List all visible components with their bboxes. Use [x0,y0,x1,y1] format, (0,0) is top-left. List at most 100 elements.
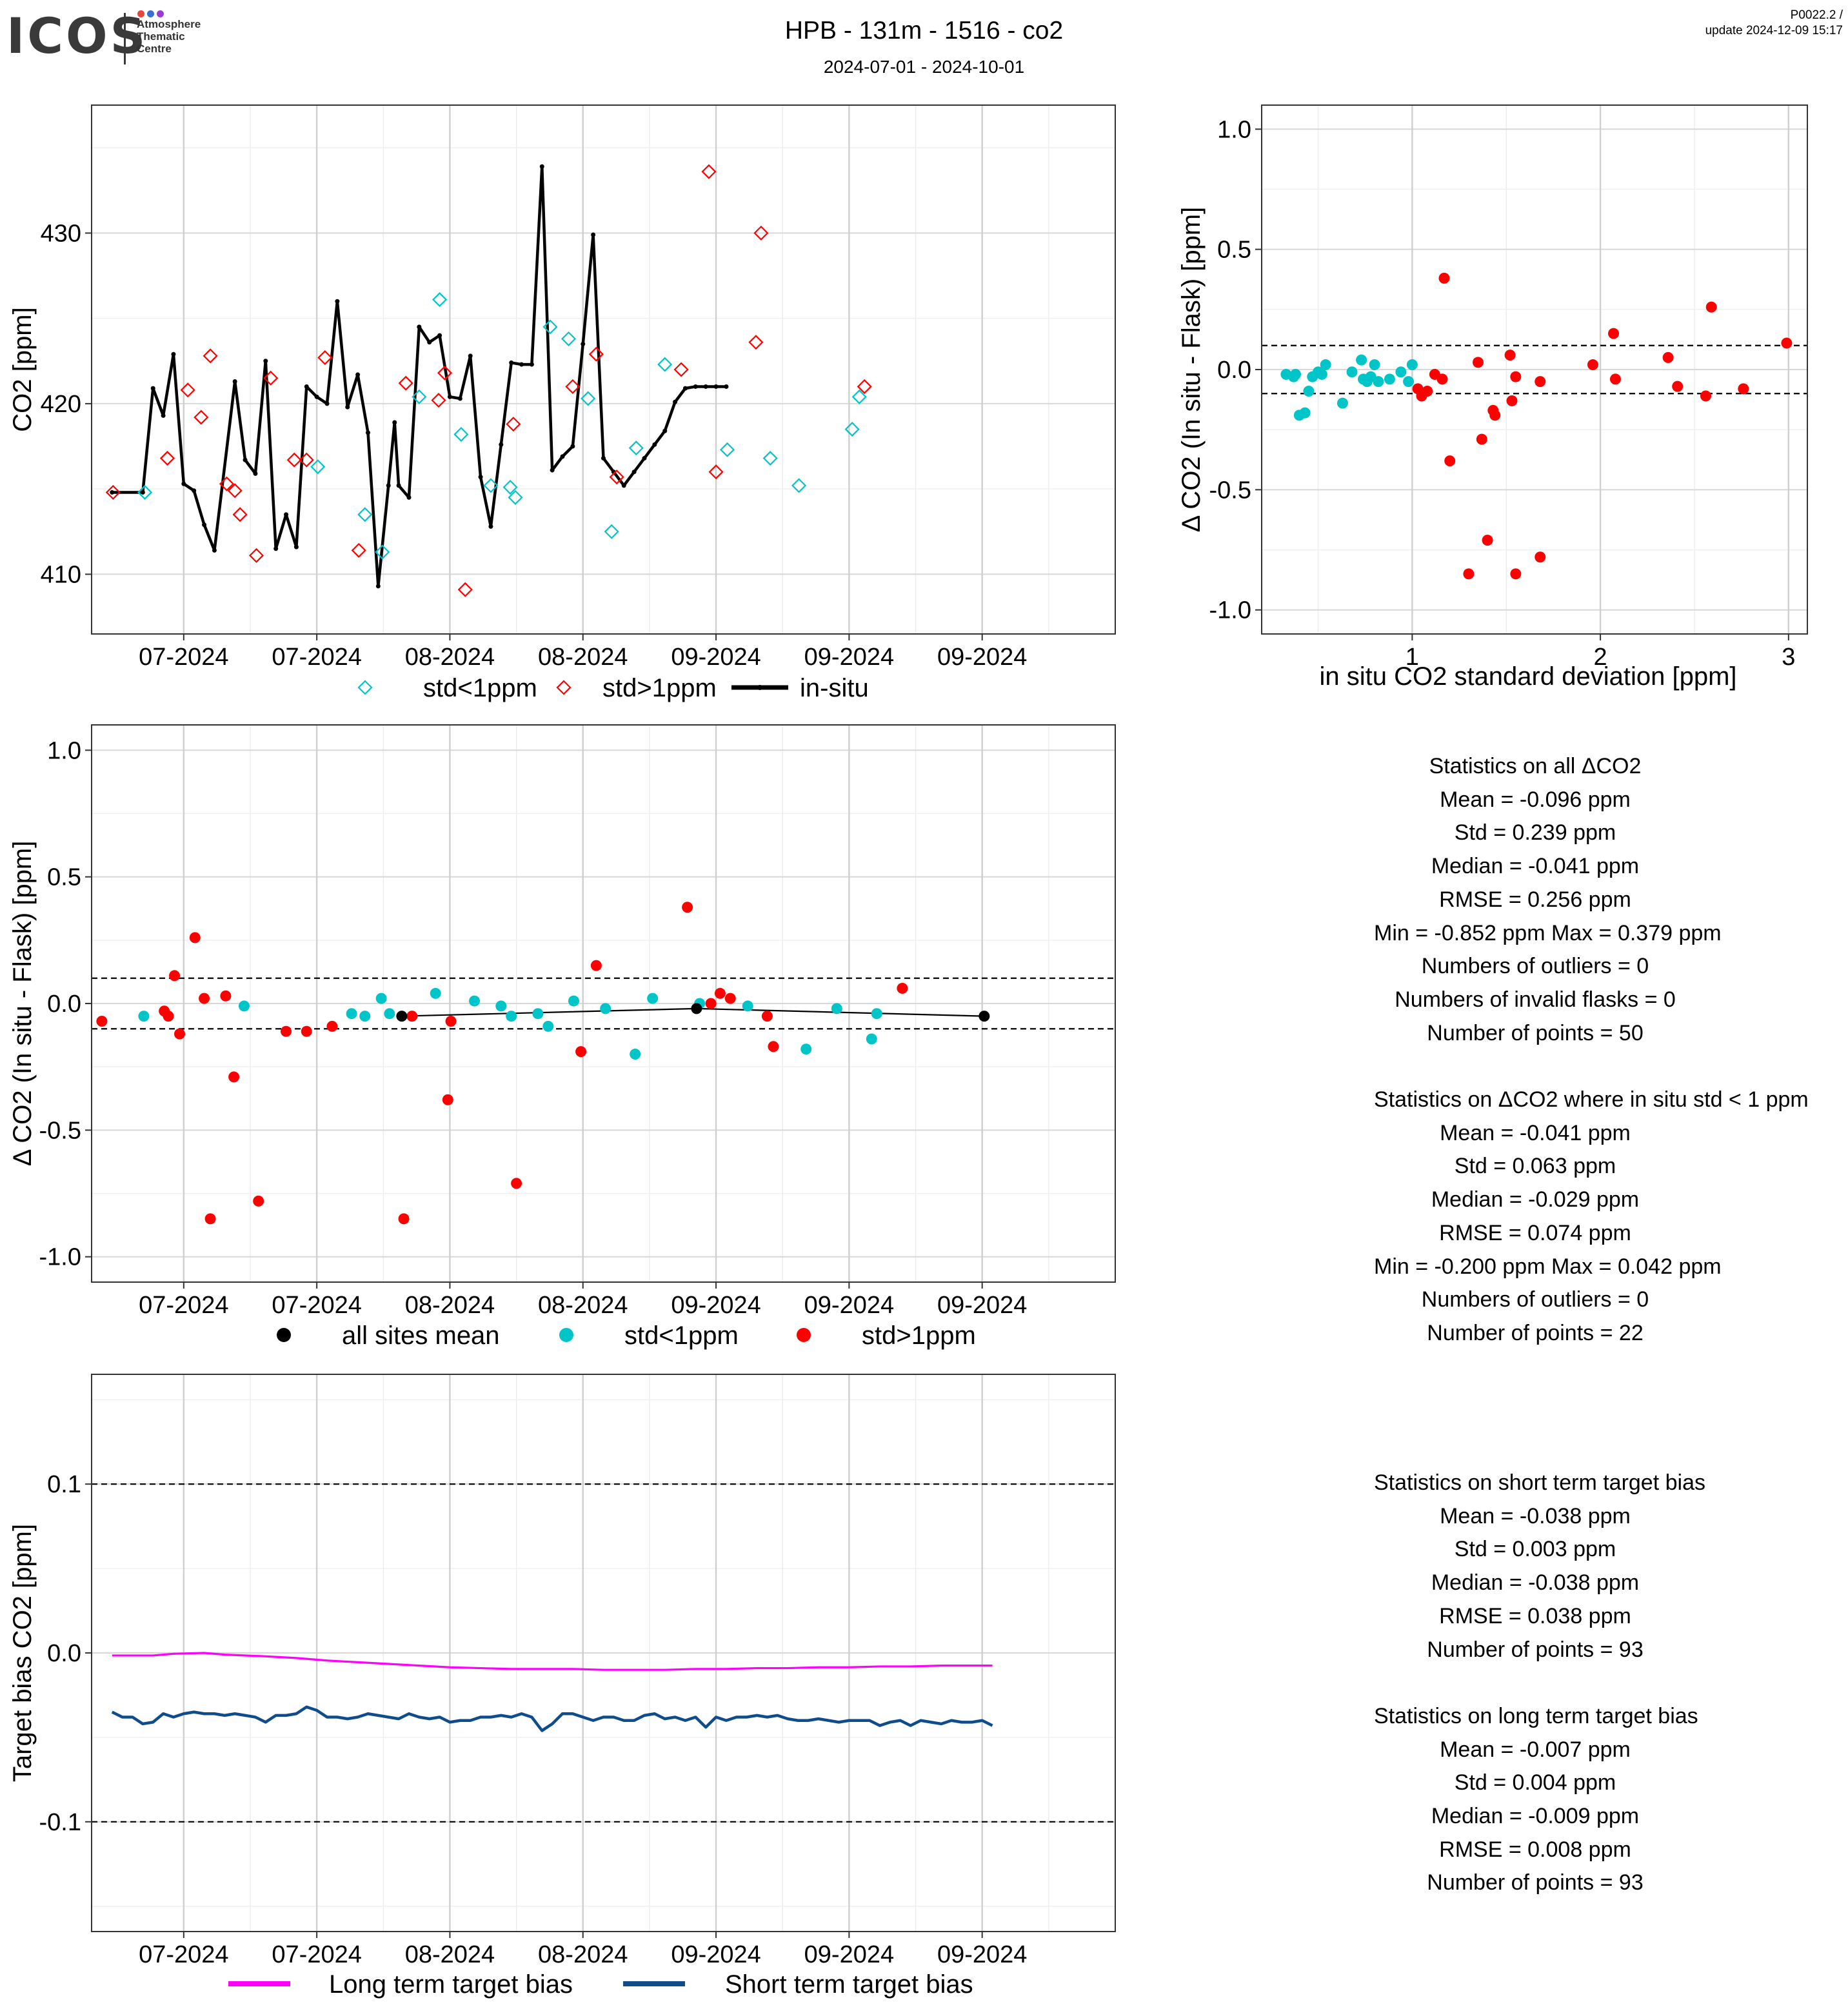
stats-line: Statistics on all ΔCO2 [1429,754,1642,778]
flask-std-gt-1-point [219,476,235,491]
stats-line: Std = 0.003 ppm [1454,1537,1616,1562]
target-bias-xtick-label: 08-2024 [538,1941,628,1968]
in-situ-point [392,420,397,425]
flask-std-gt-1-point [299,452,314,468]
delta-std-lt-1-point [346,1008,357,1020]
delta-std-lt-1-point [495,1000,507,1012]
in-situ-point [181,481,186,486]
delta-std-gt-1-point [189,932,201,944]
scatter-std-gt-1-point [1472,357,1484,368]
all-sites-mean-point [979,1011,990,1022]
delta-std-lt-1-point [506,1011,517,1022]
legend-std-lt-1-label: std<1ppm [423,674,537,702]
in-situ-point [304,384,309,389]
in-situ-point [437,333,442,338]
delta-timeseries-ylabel: Δ CO2 (In situ - Flask) [ppm] [8,841,37,1167]
stats-spacer [1374,1050,1696,1083]
scatter-std-gt-1-point [1609,373,1621,385]
flask-std-gt-1-point [203,348,218,364]
delta-std-gt-1-point [204,1213,216,1225]
scatter-std-gt-1-point [1476,433,1487,445]
delta-timeseries-xtick-label: 08-2024 [405,1292,495,1319]
target-bias-xtick-label: 07-2024 [139,1941,228,1968]
timeseries-ytick-label: 430 [41,220,81,247]
delta-std-lt-1-point [430,987,441,999]
stats-line: Median = -0.041 ppm [1431,854,1640,879]
in-situ-point [314,394,319,399]
in-situ-point [621,483,626,488]
delta-vs-std-xtick-label: 2 [1594,644,1607,671]
flask-std-gt-1-point [431,393,446,408]
in-situ-point [417,324,422,330]
flask-std-gt-1-point [263,370,279,386]
in-situ-point [375,584,381,589]
in-situ-point [682,386,688,391]
delta-std-gt-1-point [406,1011,418,1022]
logo-dot-blue [147,10,154,17]
in-situ-point [570,444,575,449]
flask-std-lt-1-point [375,544,390,560]
delta-timeseries-xtick-label: 07-2024 [139,1292,228,1319]
legend-all-sites-mean-key [277,1328,291,1342]
in-situ-point [703,384,708,389]
in-situ-point [284,512,289,517]
in-situ-point [161,413,166,418]
in-situ-point [468,353,473,359]
delta-std-gt-1-point [199,993,210,1004]
scatter-std-lt-1-point [1406,359,1418,371]
in-situ-point [253,471,258,476]
all-sites-mean-point [396,1011,408,1022]
delta-vs-std-xtick-label: 1 [1406,644,1419,671]
flask-std-gt-1-point [565,379,581,395]
version-label: P0022.2 / [1790,8,1843,22]
flask-std-gt-1-point [180,382,195,398]
scatter-std-gt-1-point [1436,373,1448,385]
legend-std-lt-1-label: std<1ppm [624,1321,739,1350]
stats-line: Number of points = 50 [1427,1020,1644,1045]
legend-short-term-label: Short term target bias [725,1970,973,1999]
scatter-std-lt-1-point [1290,368,1302,380]
stats-line: Mean = -0.007 ppm [1440,1737,1631,1762]
in-situ-point [406,495,412,500]
delta-std-lt-1-point [831,1003,842,1014]
delta-std-lt-1-point [568,995,579,1007]
scatter-std-gt-1-point [1535,551,1546,563]
stats-target-panel: Statistics on short term target bias Mean… [1374,1467,1705,1900]
stats-line: Mean = -0.041 ppm [1440,1120,1631,1145]
legend-std-gt-1-label: std>1ppm [602,674,717,702]
delta-std-gt-1-point [575,1046,587,1058]
flask-std-gt-1-point [248,548,264,563]
scatter-std-lt-1-point [1336,397,1348,409]
flask-std-gt-1-point [457,582,473,597]
in-situ-point [693,384,698,389]
stats-line: Number of points = 22 [1427,1320,1644,1345]
logo-subtitle-line: Thematic [137,30,185,43]
scatter-std-lt-1-point [1316,368,1327,380]
scatter-std-gt-1-point [1510,371,1522,382]
scatter-std-gt-1-point [1662,351,1674,363]
delta-std-gt-1-point [761,1011,773,1022]
delta-std-gt-1-point [301,1025,312,1037]
flask-std-gt-1-point [701,164,717,179]
delta-timeseries-xtick-label: 09-2024 [937,1292,1027,1319]
delta-timeseries-ytick-label: 0.5 [47,864,81,891]
in-situ-point [386,483,391,488]
scatter-std-lt-1-point [1403,376,1415,388]
delta-timeseries-ytick-label: 0.0 [47,991,81,1018]
in-situ-point [355,372,361,377]
flask-std-gt-1-point [398,375,413,391]
delta-vs-std-ytick-label: -1.0 [1209,597,1251,624]
target-bias-xtick-label: 07-2024 [272,1941,361,1968]
flask-std-lt-1-point [762,450,778,466]
in-situ-point [457,396,462,401]
in-situ-point [192,488,197,493]
timeseries-xtick-label: 09-2024 [804,644,894,671]
in-situ-point [293,544,299,549]
delta-vs-std-ytick-label: 0.5 [1217,237,1251,264]
stats-line: Median = -0.029 ppm [1431,1187,1640,1212]
flask-std-gt-1-point [286,452,302,468]
logo-subtitle-line: Centre [137,43,172,55]
delta-std-gt-1-point [326,1020,338,1032]
stats-spacer [1374,1666,1696,1700]
flask-std-gt-1-point [159,450,175,466]
